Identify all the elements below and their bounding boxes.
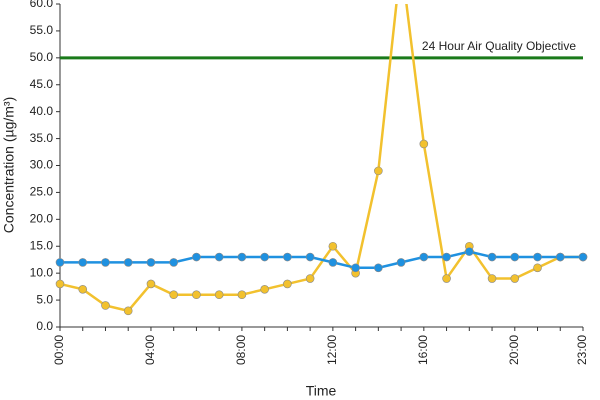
y-tick-label: 50.0 xyxy=(30,50,54,64)
point xyxy=(555,252,565,262)
point xyxy=(442,274,451,283)
point xyxy=(283,279,292,289)
y-tick-label: 60.0 xyxy=(30,0,54,10)
point xyxy=(533,252,542,262)
point xyxy=(487,274,497,283)
point xyxy=(487,252,497,262)
y-tick-label: 35.0 xyxy=(30,131,54,145)
y-axis-title: Concentration (µg/m³) xyxy=(1,97,17,233)
y-tick-label: 10.0 xyxy=(30,265,54,279)
x-tick-label: 00:00 xyxy=(52,335,66,365)
point xyxy=(169,258,178,267)
point xyxy=(442,252,451,262)
y-tick-label: 5.0 xyxy=(36,292,53,306)
point xyxy=(510,274,520,283)
point xyxy=(192,290,201,300)
point xyxy=(55,258,65,267)
point xyxy=(351,263,360,273)
point xyxy=(465,247,474,256)
point xyxy=(78,285,88,294)
y-tick-label: 55.0 xyxy=(30,23,54,37)
point xyxy=(328,241,338,251)
point xyxy=(192,252,201,262)
y-tick-label: 40.0 xyxy=(30,104,54,118)
x-tick-label: 23:00 xyxy=(575,335,589,365)
y-tick-label: 45.0 xyxy=(30,77,54,91)
point xyxy=(123,306,133,316)
point xyxy=(533,263,542,273)
point xyxy=(419,252,429,262)
series-line xyxy=(60,250,583,270)
point xyxy=(396,258,406,267)
point xyxy=(260,252,269,262)
y-tick-label: 30.0 xyxy=(30,158,54,172)
point xyxy=(283,252,292,262)
point xyxy=(374,263,383,273)
point xyxy=(328,258,338,267)
point xyxy=(78,258,88,267)
point xyxy=(510,252,520,262)
point xyxy=(374,166,383,176)
point xyxy=(146,279,156,289)
point xyxy=(237,290,247,300)
y-tick-label: 15.0 xyxy=(30,238,54,252)
point xyxy=(305,274,315,283)
point xyxy=(101,258,110,267)
point xyxy=(578,252,588,262)
point xyxy=(419,139,429,149)
y-tick-label: 0.0 xyxy=(36,319,53,333)
x-tick-label: 08:00 xyxy=(234,335,248,365)
point xyxy=(260,285,269,294)
point xyxy=(101,301,110,310)
x-tick-label: 04:00 xyxy=(143,335,157,365)
point xyxy=(237,252,247,262)
point xyxy=(169,290,178,300)
point xyxy=(123,258,133,267)
point xyxy=(55,279,65,289)
x-tick-label: 16:00 xyxy=(416,335,430,365)
y-tick-label: 20.0 xyxy=(30,212,54,226)
x-tick-label: 20:00 xyxy=(507,335,521,365)
plot-area xyxy=(55,4,588,316)
point xyxy=(214,290,224,300)
y-tick-label: 25.0 xyxy=(30,185,54,199)
point xyxy=(214,252,224,262)
reference-label: 24 Hour Air Quality Objective xyxy=(422,39,576,53)
point xyxy=(146,258,156,267)
x-tick-label: 12:00 xyxy=(325,335,339,365)
point xyxy=(305,252,315,262)
x-axis-title: Time xyxy=(306,383,337,399)
